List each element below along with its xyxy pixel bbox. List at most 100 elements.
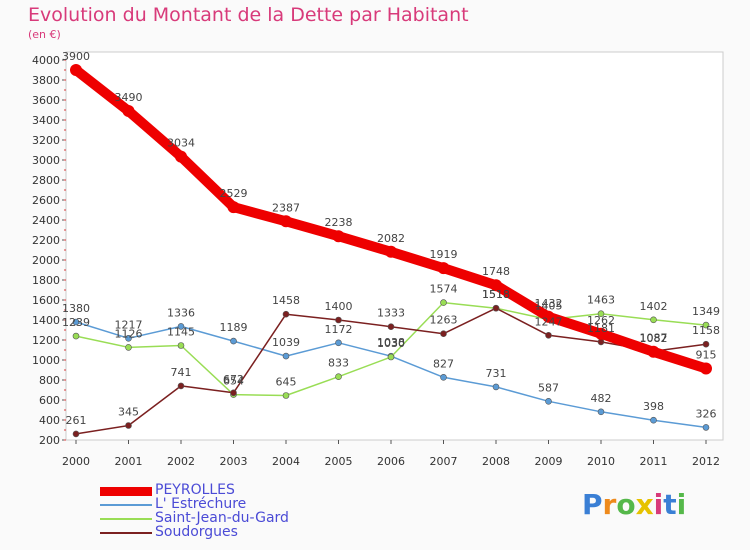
data-point [440,373,447,381]
legend-label: Saint-Jean-du-Gard [155,510,289,526]
x-tick-label: 2009 [535,455,563,468]
data-label: 1239 [62,316,90,329]
data-point [335,373,342,381]
data-label: 1126 [115,327,143,340]
data-point [650,316,657,324]
data-point [650,416,657,424]
data-point [177,323,185,330]
data-label: 1518 [482,288,510,301]
data-point [122,105,135,117]
y-tick-label: 2400 [32,214,60,227]
data-point [542,310,555,323]
chart-subtitle: (en €) [28,28,61,41]
data-point [282,310,290,318]
data-label: 482 [591,392,612,405]
logo-letter: P [582,488,603,521]
data-label: 1748 [482,265,510,278]
data-point [72,430,80,438]
y-tick-label: 2200 [32,234,60,247]
data-point [72,332,80,340]
y-tick-label: 1000 [32,354,60,367]
data-point [595,327,607,340]
logo-letter: i [653,488,664,521]
x-tick-label: 2012 [692,455,720,468]
data-label: 654 [223,375,244,388]
data-label: 741 [171,366,192,379]
legend-swatch [100,504,152,506]
data-point [702,424,710,431]
data-label: 1432 [535,297,563,310]
data-label: 1189 [220,321,248,334]
data-point [492,383,500,391]
data-label: 1181 [587,322,615,335]
y-tick-label: 1400 [32,314,60,327]
data-point [335,339,342,347]
data-point [177,342,185,349]
data-point [597,310,605,318]
x-tick-label: 2004 [272,455,300,468]
data-label: 2238 [325,216,353,229]
data-point [545,397,552,405]
legend-label: L' Estréchure [155,496,247,512]
y-tick-label: 3600 [32,94,60,107]
data-label: 1402 [640,300,668,313]
y-tick-label: 1800 [32,274,60,287]
logo-letter: o [616,488,636,521]
data-label: 345 [118,406,139,419]
data-point [70,64,82,76]
data-point [700,362,712,375]
data-label: 1082 [640,332,668,345]
data-label: 1158 [692,324,720,337]
x-tick-label: 2011 [640,455,668,468]
data-label: 827 [433,357,454,370]
plot-area [65,51,724,441]
data-point [125,422,132,429]
data-label: 1405 [535,300,563,313]
x-tick-label: 2005 [325,455,353,468]
data-label: 398 [643,400,664,413]
data-point [702,340,710,348]
data-label: 672 [223,373,244,386]
data-label: 2387 [272,201,300,214]
legend-swatch [100,487,152,496]
logo-letter: t [663,488,677,521]
y-tick-label: 3400 [32,114,60,127]
data-label: 1172 [325,323,353,336]
y-tick-label: 3800 [32,74,60,87]
data-point [385,245,397,258]
x-tick-label: 2002 [167,455,195,468]
y-tick-label: 800 [39,374,60,387]
data-label: 3034 [167,137,195,150]
y-tick-label: 1600 [32,294,60,307]
data-label: 587 [538,381,559,394]
y-tick-label: 200 [39,434,60,447]
data-label: 1145 [167,326,195,339]
x-tick-label: 2000 [62,455,90,468]
data-point [125,344,132,351]
data-point [227,201,240,214]
data-label: 645 [276,376,297,389]
data-point [440,299,447,306]
legend-label: PEYROLLES [155,482,235,498]
y-tick-label: 2000 [32,254,60,267]
data-label: 1574 [430,283,458,296]
data-label: 1463 [587,294,615,307]
legend-swatch [100,532,152,534]
data-label: 1263 [430,314,458,327]
data-label: 1030 [377,337,405,350]
logo-letter: x [635,488,654,521]
logo-letter: r [602,488,617,521]
logo-letter: i [676,488,687,521]
data-point [492,304,500,312]
proxiti-logo: Proxiti [582,488,686,521]
x-tick-label: 2010 [587,455,615,468]
data-point [177,382,185,390]
data-point [125,334,132,342]
y-tick-label: 3000 [32,154,60,167]
data-label: 261 [66,414,87,427]
data-label: 3490 [115,91,143,104]
y-tick-label: 400 [39,414,60,427]
data-label: 1039 [272,336,300,349]
y-tick-label: 3200 [32,134,60,147]
